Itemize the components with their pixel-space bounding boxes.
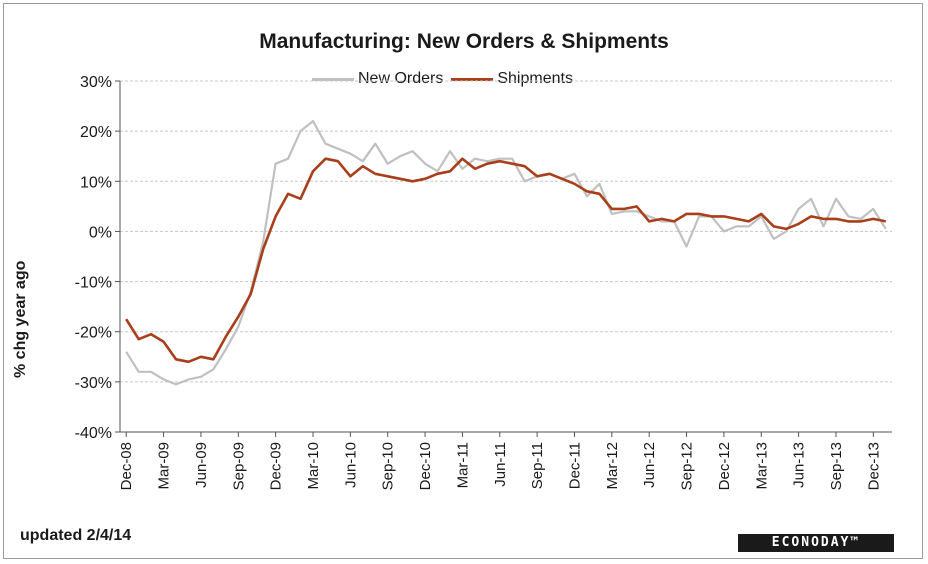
x-tick-label: Sep-10 [380,442,397,490]
x-tick-label: Sep-12 [679,442,696,490]
x-tick-label: Mar-13 [753,442,770,490]
x-tick-label: Sep-09 [230,442,247,490]
legend-item-shipments: Shipments [451,70,573,88]
series-line-new-orders [125,119,887,386]
x-tick-label: Jun-10 [342,442,359,488]
y-tick-label: -30% [75,375,112,392]
econoday-logo: ECONODAY™ [738,534,894,552]
legend-label-shipments: Shipments [497,70,573,87]
x-tick-label: Dec-11 [566,442,583,489]
x-tick-label: Dec-08 [118,442,135,490]
x-tick-label: Dec-10 [417,442,434,490]
x-tick-label: Mar-11 [454,442,471,488]
x-tick-label: Dec-13 [865,442,882,490]
chart-frame [3,3,923,559]
x-tick-label: Sep-13 [828,442,845,490]
legend-label-new-orders: New Orders [358,70,444,87]
y-tick-label: 10% [80,174,112,191]
series-line-shipments [125,157,887,364]
x-tick-label: Mar-12 [604,442,621,490]
y-tick-label: -10% [75,275,112,292]
legend-swatch-new-orders [312,77,354,81]
y-tick-label: 0% [89,224,112,241]
y-tick-label: 30% [80,74,112,91]
x-tick-label: Mar-10 [305,442,322,490]
x-tick-label: Dec-09 [268,442,285,490]
legend-swatch-shipments [451,77,494,81]
x-tick-label: Jun-11 [492,442,509,487]
y-tick-label: 20% [80,124,112,141]
legend-item-new-orders: New Orders [312,70,443,88]
x-tick-label: Jun-13 [791,442,808,488]
x-tick-label: Jun-12 [641,442,658,488]
y-tick-label: -20% [75,325,112,342]
chart-title: Manufacturing: New Orders & Shipments [259,30,669,53]
x-tick-label: Mar-09 [156,442,173,490]
x-tick-label: Sep-11 [529,442,546,489]
x-tick-label: Jun-09 [193,442,210,488]
chart-legend: New Orders Shipments [312,68,581,90]
y-tick-label: -40% [75,425,112,442]
x-tick-label: Dec-12 [716,442,733,490]
updated-note: updated 2/4/14 [20,527,132,544]
